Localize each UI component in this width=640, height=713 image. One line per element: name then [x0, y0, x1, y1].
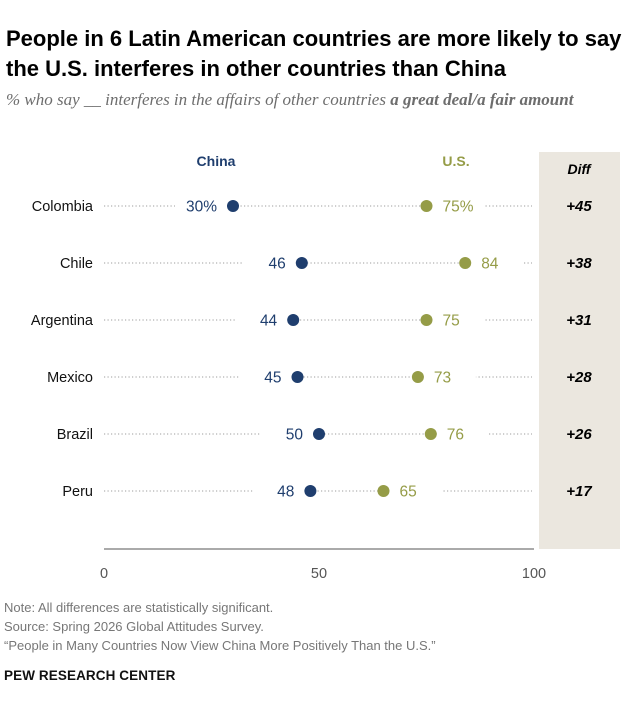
diff-value: +26	[566, 426, 592, 443]
x-tick-label: 0	[100, 566, 108, 582]
row-label: Mexico	[47, 370, 93, 386]
china-dot	[295, 257, 308, 269]
china-value-label: 50	[286, 427, 304, 444]
us-label-bg	[432, 310, 485, 330]
us-value-label: 75	[443, 313, 460, 330]
row-label: Peru	[62, 484, 93, 500]
china-label-bg	[175, 196, 227, 216]
chart-title: People in 6 Latin American countries are…	[6, 26, 622, 81]
china-dot	[291, 371, 304, 383]
china-label-bg	[261, 424, 313, 444]
us-label-bg	[423, 367, 476, 387]
china-label-bg	[252, 481, 305, 501]
us-dot	[459, 257, 472, 269]
us-dot	[424, 428, 437, 440]
us-value-label: 76	[447, 427, 464, 444]
diff-value: +45	[566, 198, 592, 215]
us-value-label: 84	[481, 256, 499, 273]
us-label-bg	[471, 253, 524, 273]
source-text: Source: Spring 2026 Global Attitudes Sur…	[4, 619, 264, 634]
us-dot	[420, 200, 433, 212]
us-dot	[411, 371, 424, 383]
china-dot	[287, 314, 300, 326]
brand-logo-text: PEW RESEARCH CENTER	[4, 668, 176, 683]
china-dot	[313, 428, 325, 440]
note-text: Note: All differences are statistically …	[4, 600, 274, 615]
china-label-bg	[235, 310, 288, 330]
x-tick-label: 100	[522, 566, 546, 582]
us-value-label: 65	[400, 484, 417, 501]
china-dot	[227, 200, 239, 212]
row-label: Argentina	[31, 313, 94, 329]
chart-subtitle: % who say __ interferes in the affairs o…	[6, 88, 634, 112]
subtitle-emphasis: a great deal/a fair amount	[390, 90, 574, 109]
diff-value: +28	[566, 369, 592, 386]
report-text: “People in Many Countries Now View China…	[4, 638, 436, 653]
us-value-label: 73	[434, 370, 451, 387]
china-value-label: 45	[264, 370, 281, 387]
us-dot	[377, 485, 390, 497]
diff-value: +38	[566, 255, 592, 272]
notes: Note: All differences are statistically …	[4, 598, 436, 655]
diff-value: +17	[566, 483, 592, 500]
subtitle-prefix: % who say __ interferes in the affairs o…	[6, 90, 391, 109]
us-dot	[420, 314, 433, 326]
row-label: Brazil	[57, 427, 93, 443]
china-value-label: 48	[277, 484, 294, 501]
china-value-label: 44	[260, 313, 278, 330]
diff-value: +31	[566, 312, 591, 329]
legend-us: U.S.	[442, 153, 469, 169]
china-value-label: 46	[269, 256, 286, 273]
row-label: Chile	[60, 256, 93, 272]
us-label-bg	[432, 196, 485, 216]
china-value-label: 30%	[186, 199, 217, 216]
x-tick-label: 50	[311, 566, 327, 582]
us-label-bg	[389, 481, 442, 501]
china-label-bg	[239, 367, 292, 387]
row-label: Colombia	[32, 199, 94, 215]
legend-china: China	[197, 153, 236, 169]
diff-header: Diff	[567, 161, 591, 177]
diff-column-background	[539, 152, 620, 549]
china-dot	[304, 485, 317, 497]
us-value-label: 75%	[443, 199, 474, 216]
china-label-bg	[243, 253, 296, 273]
us-label-bg	[436, 424, 489, 444]
